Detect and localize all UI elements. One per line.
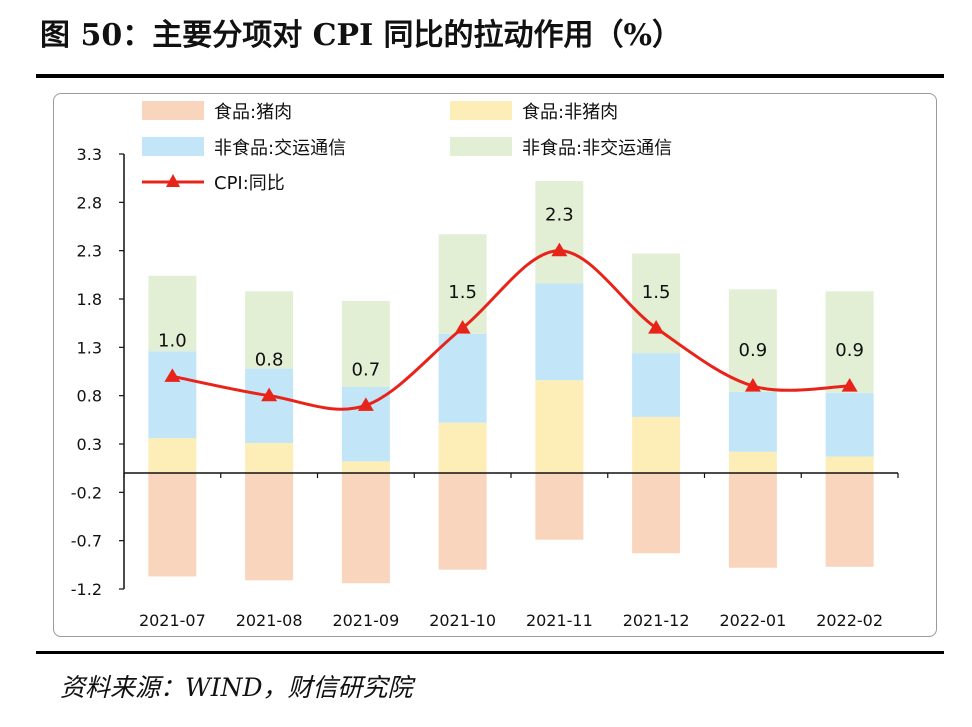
x-tick-label: 2021-10 xyxy=(429,611,496,630)
cpi-data-label: 2.3 xyxy=(545,205,574,226)
cpi-line-layer: 1.0 0.8 0.7 1.5 2.3 1.5 0.9 0.9 xyxy=(158,205,864,411)
x-tick-label: 2022-01 xyxy=(719,611,786,630)
cpi-marker xyxy=(454,320,471,334)
bar-non_pork_food-2021-09 xyxy=(341,461,390,473)
cpi-data-label: 0.9 xyxy=(835,340,864,361)
legend-label-cpi: CPI:同比 xyxy=(214,173,285,194)
cpi-data-label: 1.0 xyxy=(158,330,187,351)
legend-label-non_pork_food: 食品:非猪肉 xyxy=(522,102,618,123)
cpi-data-label: 0.8 xyxy=(255,350,284,371)
bar-pork-2021-08 xyxy=(245,473,294,581)
bar-non_transport-2021-08 xyxy=(245,291,294,369)
y-tick-label: 1.8 xyxy=(77,290,102,309)
bar-pork-2021-11 xyxy=(535,473,584,540)
legend-swatch-transport xyxy=(142,137,204,156)
bar-non_pork_food-2022-01 xyxy=(728,451,777,473)
cpi-marker xyxy=(744,378,761,392)
x-tick-label: 2021-08 xyxy=(236,611,303,630)
title-divider xyxy=(36,74,944,78)
bar-transport-2021-11 xyxy=(535,283,584,381)
y-tick-label: 0.8 xyxy=(77,387,102,406)
bar-non_pork_food-2022-02 xyxy=(825,456,874,473)
cpi-line xyxy=(172,249,850,411)
bar-pork-2021-10 xyxy=(438,473,487,570)
legend-swatch-pork xyxy=(142,101,204,120)
y-tick-label: -0.7 xyxy=(71,532,102,551)
cpi-marker xyxy=(261,387,278,402)
bar-transport-2022-02 xyxy=(825,392,874,457)
cpi-marker xyxy=(357,397,374,411)
bar-pork-2022-01 xyxy=(728,473,777,568)
source-note: 资料来源：WIND，财信研究院 xyxy=(60,673,413,702)
bar-transport-2021-07 xyxy=(148,351,197,439)
bar-non_transport-2021-11 xyxy=(535,181,584,284)
legend-label-non_transport: 非食品:非交运通信 xyxy=(522,138,672,159)
bar-non_pork_food-2021-11 xyxy=(535,380,584,473)
legend-swatch-non_pork_food xyxy=(450,101,512,120)
figure-title: 图 50：主要分项对 CPI 同比的拉动作用（%） xyxy=(40,18,683,53)
bar-non_transport-2022-02 xyxy=(825,291,874,393)
cpi-marker xyxy=(164,368,181,382)
x-tick-label: 2021-07 xyxy=(139,611,206,630)
bars-layer xyxy=(148,181,874,584)
y-tick-label: -1.2 xyxy=(71,580,102,599)
cpi-data-label: 0.9 xyxy=(739,340,768,361)
cpi-data-label: 0.7 xyxy=(352,359,381,380)
bar-non_pork_food-2021-12 xyxy=(632,416,681,473)
legend-label-transport: 非食品:交运通信 xyxy=(214,138,346,159)
chart-frame xyxy=(53,93,937,637)
x-tick-label: 2021-09 xyxy=(332,611,399,630)
bar-transport-2022-01 xyxy=(728,391,777,452)
y-tick-label: 2.3 xyxy=(77,242,102,261)
bar-non_transport-2021-12 xyxy=(632,253,681,354)
legend-label-pork: 食品:猪肉 xyxy=(214,102,292,123)
cpi-marker xyxy=(551,242,568,257)
x-tick-label: 2021-11 xyxy=(526,611,593,630)
bar-transport-2021-08 xyxy=(245,368,294,444)
bar-pork-2021-07 xyxy=(148,473,197,577)
y-tick-label: -0.2 xyxy=(71,483,102,502)
legend-swatch-non_transport xyxy=(450,137,512,156)
bar-non_transport-2022-01 xyxy=(728,289,777,392)
x-tick-label: 2022-02 xyxy=(816,611,883,630)
legend-swatch-cpi-marker xyxy=(166,174,180,187)
y-tick-label: 2.8 xyxy=(77,193,102,212)
cpi-data-label: 1.5 xyxy=(448,282,477,303)
bar-transport-2021-12 xyxy=(632,353,681,417)
cpi-marker xyxy=(648,320,665,334)
bar-non_pork_food-2021-10 xyxy=(438,422,487,473)
bar-pork-2022-02 xyxy=(825,473,874,567)
bar-non_transport-2021-09 xyxy=(341,300,390,387)
bar-non_transport-2021-10 xyxy=(438,234,487,334)
y-tick-label: 1.3 xyxy=(77,338,102,357)
bar-transport-2021-10 xyxy=(438,333,487,423)
cpi-data-label: 1.5 xyxy=(642,282,671,303)
axes-layer: 3.3 2.8 2.3 1.8 1.3 0.8 0.3 -0.2 -0.7 -1.2 2021-07… xyxy=(71,145,899,630)
bar-non_pork_food-2021-07 xyxy=(148,438,197,473)
y-tick-label: 3.3 xyxy=(77,145,102,164)
bar-non_transport-2021-07 xyxy=(148,275,197,352)
y-tick-label: 0.3 xyxy=(77,435,102,454)
bar-pork-2021-12 xyxy=(632,473,681,554)
bar-pork-2021-09 xyxy=(341,473,390,584)
source-divider xyxy=(36,651,944,654)
bar-non_pork_food-2021-08 xyxy=(245,443,294,473)
x-tick-label: 2021-12 xyxy=(623,611,690,630)
cpi-marker xyxy=(841,378,858,392)
